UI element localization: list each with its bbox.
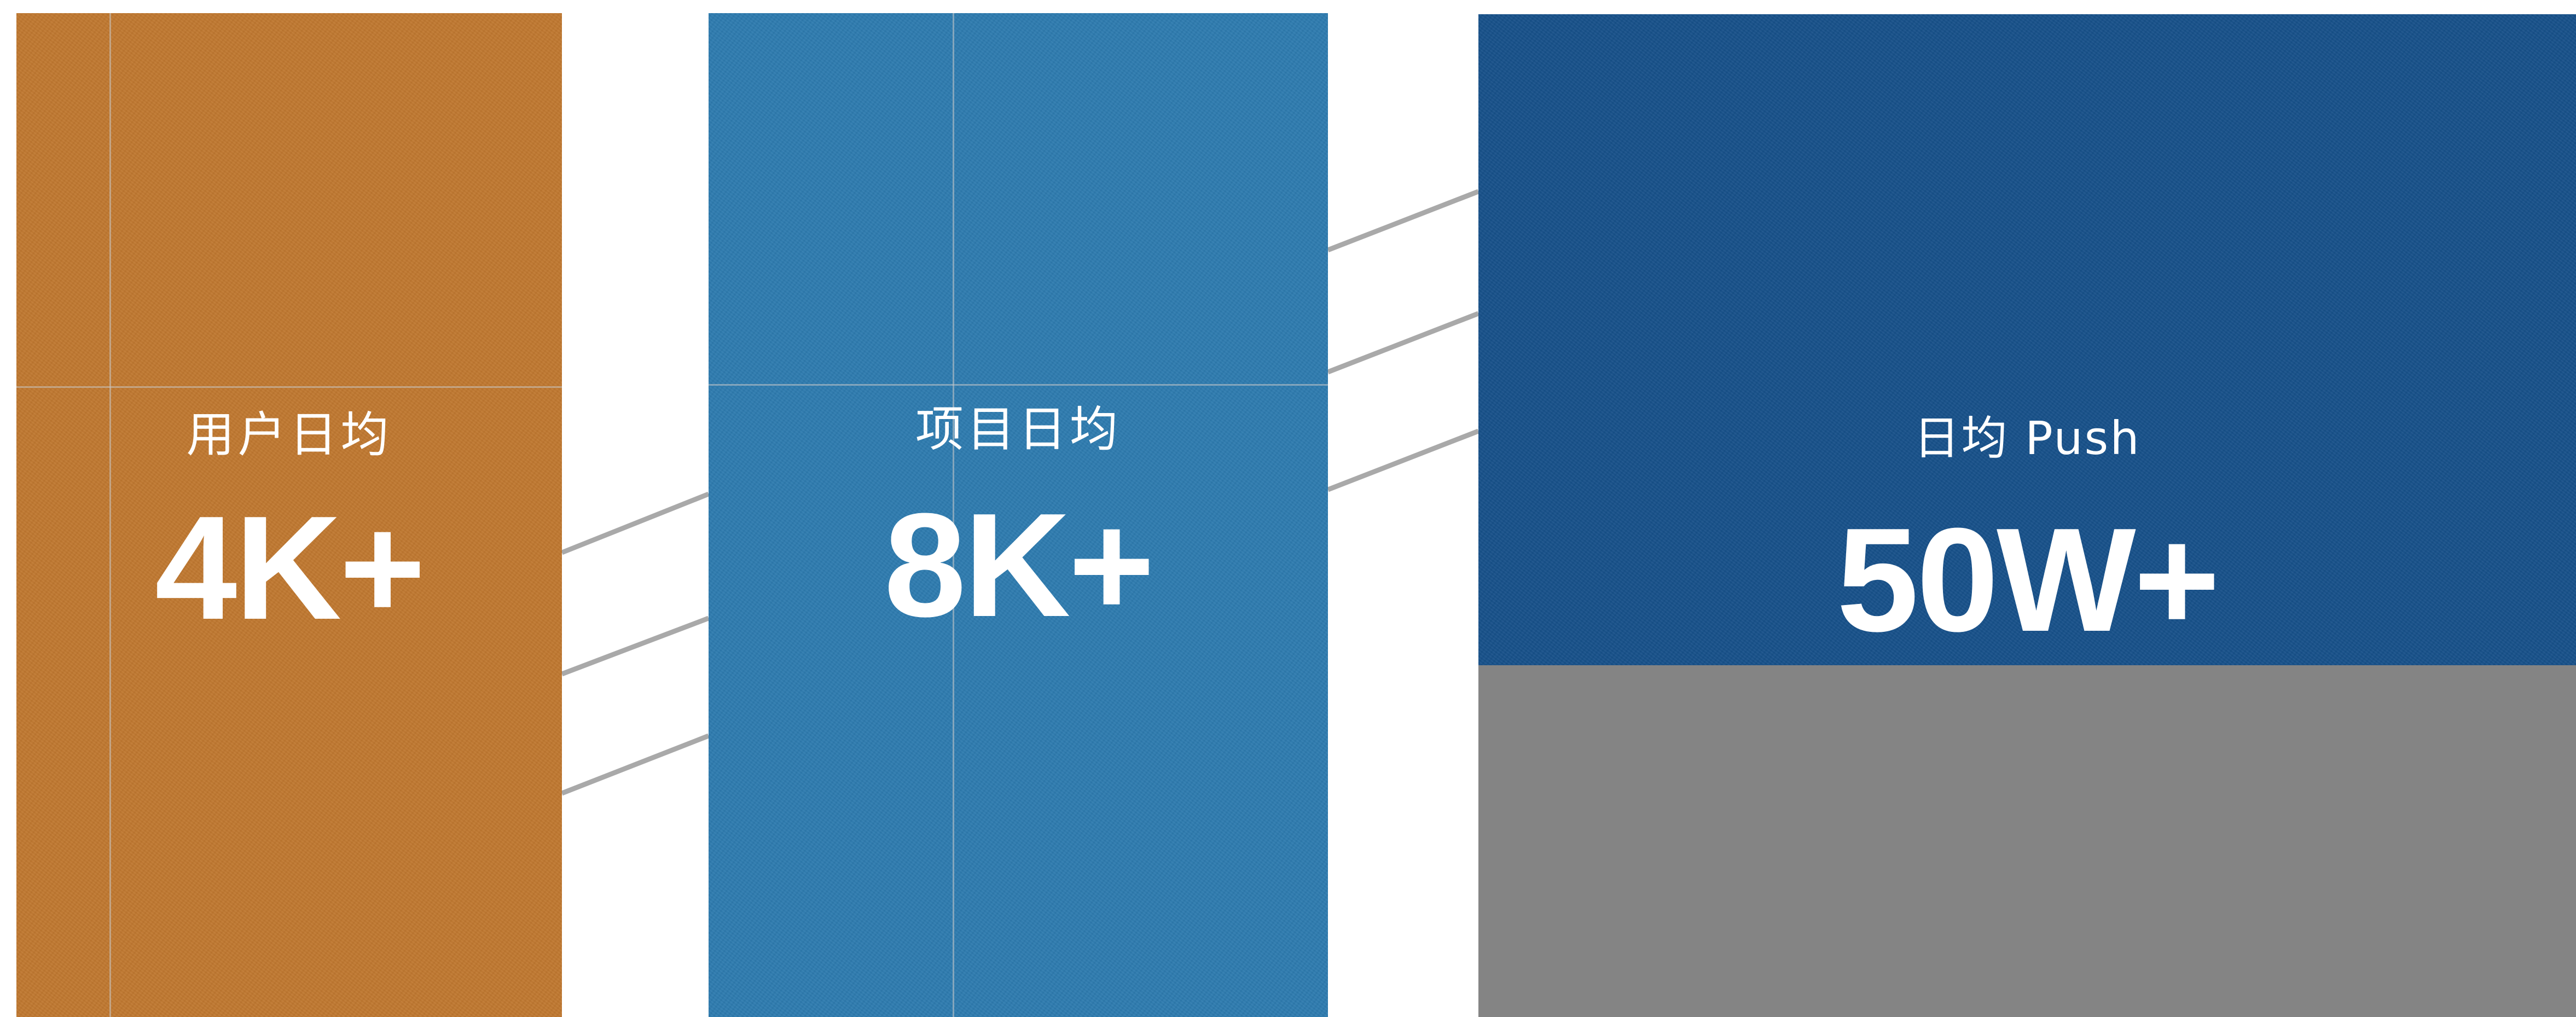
stat-label: 日均 Push: [1913, 411, 2141, 465]
fold-line: [953, 13, 954, 1017]
connector-line: [561, 491, 710, 555]
stat-label: 项目日均: [915, 401, 1121, 457]
connector-line: [1327, 189, 1480, 253]
stat-value: 4K+: [155, 486, 426, 650]
stat-value: 8K+: [884, 483, 1155, 648]
fold-line: [16, 386, 562, 388]
connector-line: [561, 733, 710, 796]
card-background: [1478, 665, 2576, 1017]
card-lower-block: [1478, 665, 2576, 1017]
connector-line: [1327, 428, 1480, 492]
fold-line: [709, 384, 1328, 386]
stat-card-push: 日均 Push 50W+: [1478, 14, 2576, 665]
stat-card-users: 用户日均 4K+: [16, 13, 562, 1017]
card-background: [1478, 14, 2576, 665]
connector-line: [561, 615, 710, 677]
card-background: [16, 13, 562, 1017]
fold-line: [109, 13, 111, 1017]
stat-value: 50W+: [1836, 498, 2220, 662]
stat-label: 用户日均: [186, 406, 392, 463]
card-background: [709, 13, 1328, 1017]
stat-card-projects: 项目日均 8K+: [709, 13, 1328, 1017]
connector-line: [1327, 311, 1480, 375]
